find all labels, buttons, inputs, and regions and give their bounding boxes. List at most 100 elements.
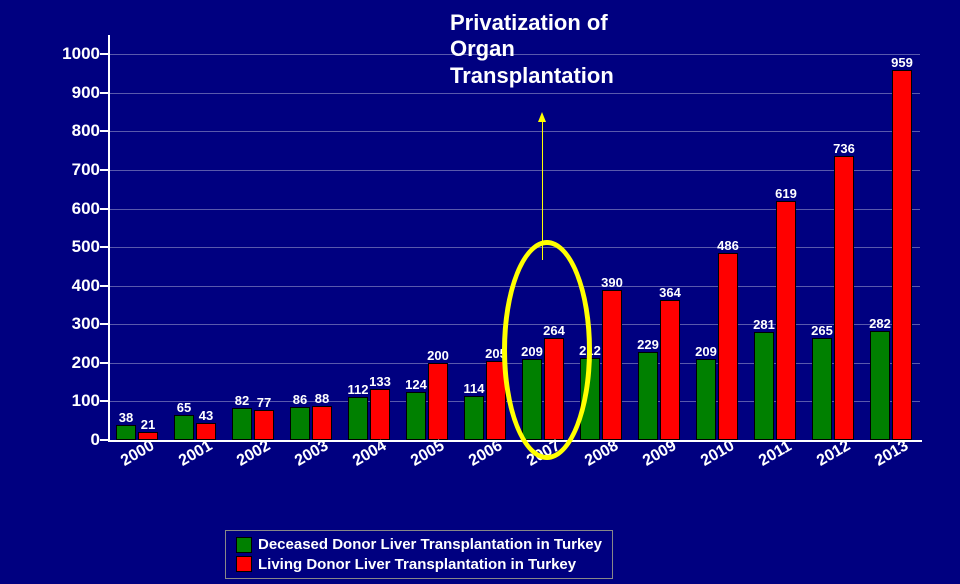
arrow-head	[538, 112, 546, 122]
bar-deceased-2007	[522, 359, 542, 440]
value-label-deceased-2007: 209	[521, 344, 543, 359]
value-label-living-2006: 205	[485, 346, 507, 361]
bar-deceased-2010	[696, 359, 716, 440]
bar-deceased-2002	[232, 408, 252, 440]
y-tick	[100, 208, 110, 210]
y-tick	[100, 92, 110, 94]
x-axis-label-2000: 2000	[118, 437, 158, 470]
bar-living-2008	[602, 290, 622, 440]
value-label-deceased-2003: 86	[293, 392, 307, 407]
bar-living-2010	[718, 253, 738, 440]
y-axis-label: 300	[40, 314, 100, 334]
gridline	[110, 54, 920, 55]
bar-living-2011	[776, 201, 796, 440]
value-label-living-2013: 959	[891, 55, 913, 70]
gridline	[110, 131, 920, 132]
legend-item-living: Living Donor Liver Transplantation in Tu…	[236, 555, 602, 575]
gridline	[110, 93, 920, 94]
value-label-deceased-2008: 212	[579, 343, 601, 358]
bar-living-2007	[544, 338, 564, 440]
gridline	[110, 363, 920, 364]
gridline	[110, 324, 920, 325]
bar-living-2013	[892, 70, 912, 440]
gridline	[110, 440, 920, 441]
value-label-living-2002: 77	[257, 395, 271, 410]
y-axis-line	[108, 35, 110, 440]
gridline	[110, 401, 920, 402]
x-axis-label-2013: 2013	[872, 437, 912, 470]
bar-deceased-2000	[116, 425, 136, 440]
bar-deceased-2011	[754, 332, 774, 440]
y-axis-label: 700	[40, 160, 100, 180]
value-label-deceased-2000: 38	[119, 410, 133, 425]
y-axis-label: 100	[40, 391, 100, 411]
x-axis-label-2001: 2001	[176, 437, 216, 470]
bar-deceased-2003	[290, 407, 310, 440]
legend-label-living: Living Donor Liver Transplantation in Tu…	[258, 555, 576, 575]
value-label-living-2000: 21	[141, 417, 155, 432]
bar-deceased-2009	[638, 352, 658, 440]
gridline	[110, 247, 920, 248]
x-axis-label-2002: 2002	[234, 437, 274, 470]
bar-living-2012	[834, 156, 854, 440]
value-label-deceased-2009: 229	[637, 337, 659, 352]
value-label-deceased-2013: 282	[869, 316, 891, 331]
value-label-living-2011: 619	[775, 186, 797, 201]
y-tick	[100, 362, 110, 364]
value-label-deceased-2002: 82	[235, 393, 249, 408]
value-label-living-2010: 486	[717, 238, 739, 253]
value-label-living-2008: 390	[601, 275, 623, 290]
value-label-deceased-2005: 124	[405, 377, 427, 392]
gridline	[110, 209, 920, 210]
value-label-deceased-2012: 265	[811, 323, 833, 338]
y-axis-label: 600	[40, 199, 100, 219]
x-axis-label-2008: 2008	[582, 437, 622, 470]
title-line: Privatization of	[450, 10, 608, 35]
value-label-living-2001: 43	[199, 408, 213, 423]
bar-deceased-2001	[174, 415, 194, 440]
y-axis-label: 0	[40, 430, 100, 450]
x-axis-label-2012: 2012	[814, 437, 854, 470]
bar-living-2009	[660, 300, 680, 440]
value-label-living-2007: 264	[543, 323, 565, 338]
chart-stage: Privatization of Organ Transplantation 3…	[0, 0, 960, 584]
y-axis-label: 200	[40, 353, 100, 373]
bar-deceased-2006	[464, 396, 484, 440]
y-tick	[100, 130, 110, 132]
value-label-deceased-2001: 65	[177, 400, 191, 415]
value-label-living-2003: 88	[315, 391, 329, 406]
bar-living-2004	[370, 389, 390, 440]
bar-deceased-2012	[812, 338, 832, 440]
bar-deceased-2005	[406, 392, 426, 440]
y-axis-label: 800	[40, 121, 100, 141]
arrow-line	[542, 120, 543, 260]
bar-living-2003	[312, 406, 332, 440]
y-tick	[100, 53, 110, 55]
legend: Deceased Donor Liver Transplantation in …	[225, 530, 613, 579]
value-label-living-2009: 364	[659, 285, 681, 300]
y-tick	[100, 246, 110, 248]
plot-area: 3821654382778688112133124200114205209264…	[110, 35, 920, 440]
x-axis-label-2011: 2011	[756, 438, 795, 471]
bar-deceased-2004	[348, 397, 368, 440]
bar-living-2005	[428, 363, 448, 440]
bar-living-2006	[486, 361, 506, 440]
y-axis-label: 500	[40, 237, 100, 257]
bar-deceased-2013	[870, 331, 890, 440]
value-label-deceased-2006: 114	[464, 381, 485, 396]
y-tick	[100, 285, 110, 287]
y-tick	[100, 169, 110, 171]
y-axis-label: 900	[40, 83, 100, 103]
value-label-deceased-2004: 112	[348, 382, 369, 397]
y-tick	[100, 439, 110, 441]
swatch-living	[236, 556, 252, 572]
legend-label-deceased: Deceased Donor Liver Transplantation in …	[258, 535, 602, 555]
x-axis-label-2005: 2005	[408, 437, 448, 470]
y-axis-label: 400	[40, 276, 100, 296]
gridline	[110, 286, 920, 287]
value-label-living-2004: 133	[369, 374, 391, 389]
x-axis-label-2010: 2010	[698, 437, 738, 470]
y-tick	[100, 400, 110, 402]
swatch-deceased	[236, 537, 252, 553]
gridline	[110, 170, 920, 171]
